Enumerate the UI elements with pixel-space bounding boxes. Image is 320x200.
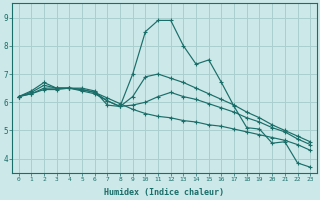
X-axis label: Humidex (Indice chaleur): Humidex (Indice chaleur) bbox=[104, 188, 224, 197]
